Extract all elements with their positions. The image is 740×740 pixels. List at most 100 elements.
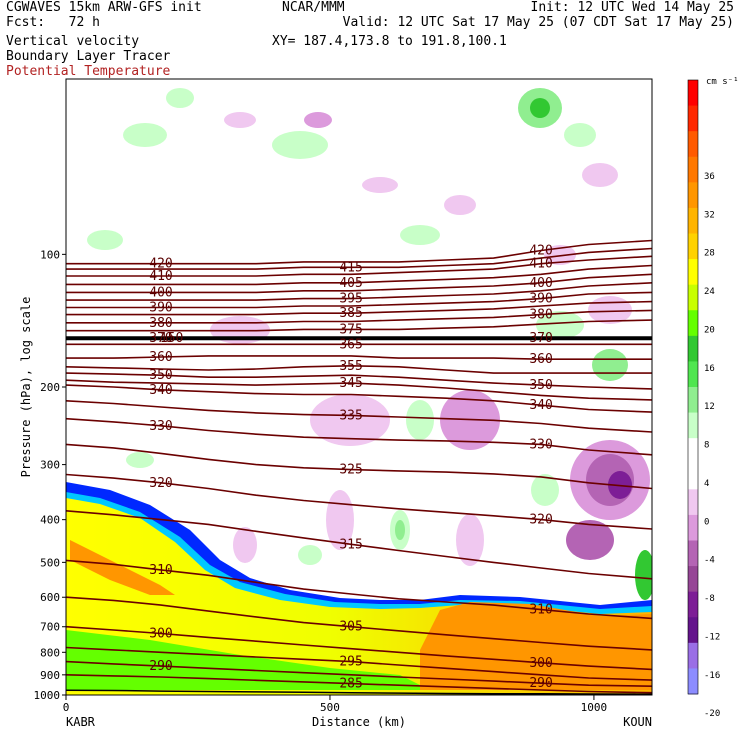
theta-label: 295 <box>339 655 362 670</box>
theta-label: 340 <box>529 398 552 413</box>
x-endpoint-right: KOUN <box>623 715 652 729</box>
theta-contour-405 <box>66 264 652 286</box>
updraft-blob <box>400 225 440 245</box>
theta-label: 325 <box>339 463 362 478</box>
x-tick-label: 500 <box>320 701 340 714</box>
colorbar-label: -12 <box>704 632 720 642</box>
theta-label: 380 <box>529 308 552 323</box>
theta-contour-385 <box>66 300 652 316</box>
colorbar-label: -20 <box>704 709 720 719</box>
theta-label: 315 <box>339 537 362 552</box>
theta-label: 350 <box>529 378 552 393</box>
theta-label: 370 <box>529 331 552 346</box>
y-tick-label: 600 <box>40 591 60 604</box>
y-tick-label: 500 <box>40 556 60 569</box>
theta-label: 285 <box>339 677 362 692</box>
theta-label: 335 <box>339 408 362 423</box>
theta-contour-390 <box>66 291 652 309</box>
theta-contour-295 <box>66 646 652 681</box>
theta-label: 320 <box>149 476 172 491</box>
downdraft-blob <box>544 245 576 265</box>
downdraft-blob <box>310 394 390 446</box>
y-tick-label: 400 <box>40 514 60 527</box>
theta-label: 410 <box>149 269 172 284</box>
theta-labels: 4204204154104104054004003953903903853803… <box>149 244 553 692</box>
colorbar-swatch <box>688 438 698 465</box>
theta-label: 395 <box>339 292 362 307</box>
y-tick-label: 100 <box>40 248 60 261</box>
theta-contour-335 <box>66 400 652 433</box>
colorbar-label: -16 <box>704 671 720 681</box>
colorbar-swatch <box>688 642 698 669</box>
updraft-blob <box>536 311 584 339</box>
theta-label: 300 <box>149 627 172 642</box>
updraft-blob <box>592 349 628 381</box>
valid-time: Valid: 12 UTC Sat 17 May 25 (07 CDT Sat … <box>342 15 734 30</box>
model-title: CGWAVES 15km ARW-GFS init <box>6 0 202 15</box>
colorbar-swatch <box>688 540 698 567</box>
downdraft-blob <box>588 296 632 324</box>
colorbar-swatch <box>688 617 698 644</box>
theta-contour-315 <box>66 510 652 580</box>
boundary-layer-orange-left <box>70 540 175 595</box>
colorbar-swatch <box>688 361 698 388</box>
theta-contour-330 <box>66 417 652 456</box>
theta-label: 380 <box>149 316 172 331</box>
colorbar-label: 28 <box>704 249 715 259</box>
theta-label: 420 <box>149 257 172 272</box>
downdraft-blob <box>566 520 614 560</box>
colorbar-label: 12 <box>704 402 715 412</box>
downdraft-blob <box>456 514 484 566</box>
theta-label: 340 <box>149 383 172 398</box>
theta-label: 330 <box>149 419 172 434</box>
colorbar-label: 36 <box>704 172 715 182</box>
colorbar-unit: cm s⁻¹ <box>706 77 739 87</box>
updraft-blob <box>531 474 559 506</box>
init-time: Init: 12 UTC Wed 14 May 25 <box>530 0 735 15</box>
theta-contour-350 <box>66 372 652 390</box>
downdraft-blob <box>304 112 332 128</box>
colorbar-swatch <box>688 131 698 158</box>
updraft-blob <box>123 123 167 147</box>
theta-contour-360 <box>66 355 652 360</box>
updraft-blob <box>530 98 550 118</box>
theta-label: 390 <box>529 292 552 307</box>
theta-label: 290 <box>149 659 172 674</box>
downdraft-blob <box>582 163 618 187</box>
theta-label: 415 <box>339 260 362 275</box>
theta-label: 330 <box>529 437 552 452</box>
downdraft-blob <box>444 195 476 215</box>
downdraft-blob <box>362 177 398 193</box>
y-tick-label: 1000 <box>34 689 61 702</box>
colorbar-label: -4 <box>704 556 715 566</box>
updraft-blob <box>166 88 194 108</box>
updraft-blob <box>126 452 154 468</box>
theta-contour-420 <box>66 239 652 265</box>
colorbar-swatch <box>688 105 698 132</box>
colorbar-label: 4 <box>704 479 709 489</box>
tropopause-label: 150 <box>160 331 183 346</box>
theta-contour-305 <box>66 596 652 651</box>
colorbar-swatch <box>688 310 698 337</box>
theta-contour-310 <box>66 559 652 620</box>
colorbar-swatch <box>688 284 698 311</box>
colorbar-swatch <box>688 387 698 414</box>
theta-contours <box>66 239 652 694</box>
theta-label: 370 <box>149 331 172 346</box>
theta-label: 360 <box>149 350 172 365</box>
theta-label: 410 <box>529 257 552 272</box>
updraft-blob <box>635 550 652 600</box>
theta-contour-320 <box>66 473 652 530</box>
theta-label: 390 <box>149 301 172 316</box>
colorbar-swatch <box>688 591 698 618</box>
colorbar-swatch <box>688 259 698 286</box>
theta-label: 355 <box>339 359 362 374</box>
y-axis: 100 200 300 400 500 600 700 800 900 1000 <box>34 248 66 702</box>
theta-contour-380 <box>66 309 652 324</box>
x-tick-label: 0 <box>63 701 70 714</box>
x-axis-label: Distance (km) <box>312 715 406 729</box>
theta-label: 420 <box>529 244 552 259</box>
colorbar-label: 16 <box>704 364 715 374</box>
colorbar-label: 8 <box>704 441 709 451</box>
